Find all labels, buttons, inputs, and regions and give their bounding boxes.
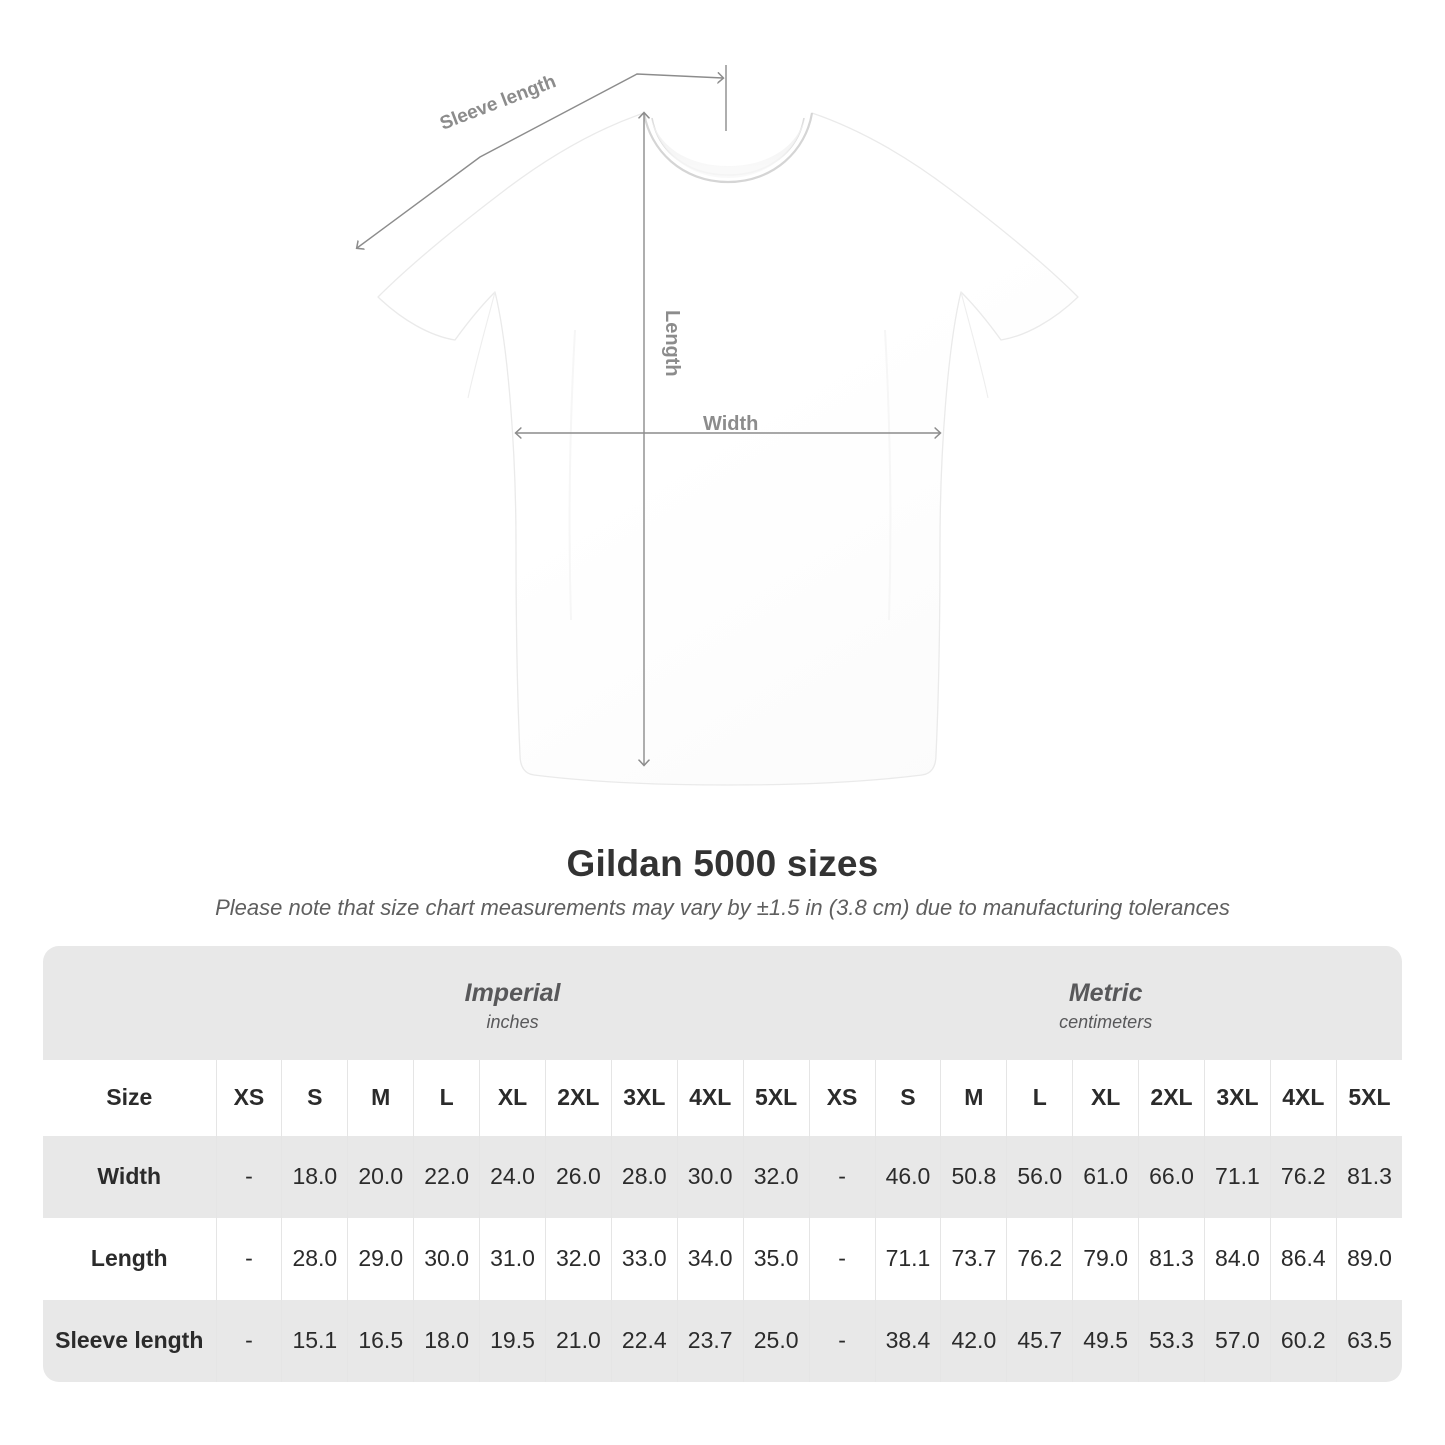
svg-text:Length: Length	[661, 310, 683, 377]
svg-text:Width: Width	[703, 413, 758, 435]
